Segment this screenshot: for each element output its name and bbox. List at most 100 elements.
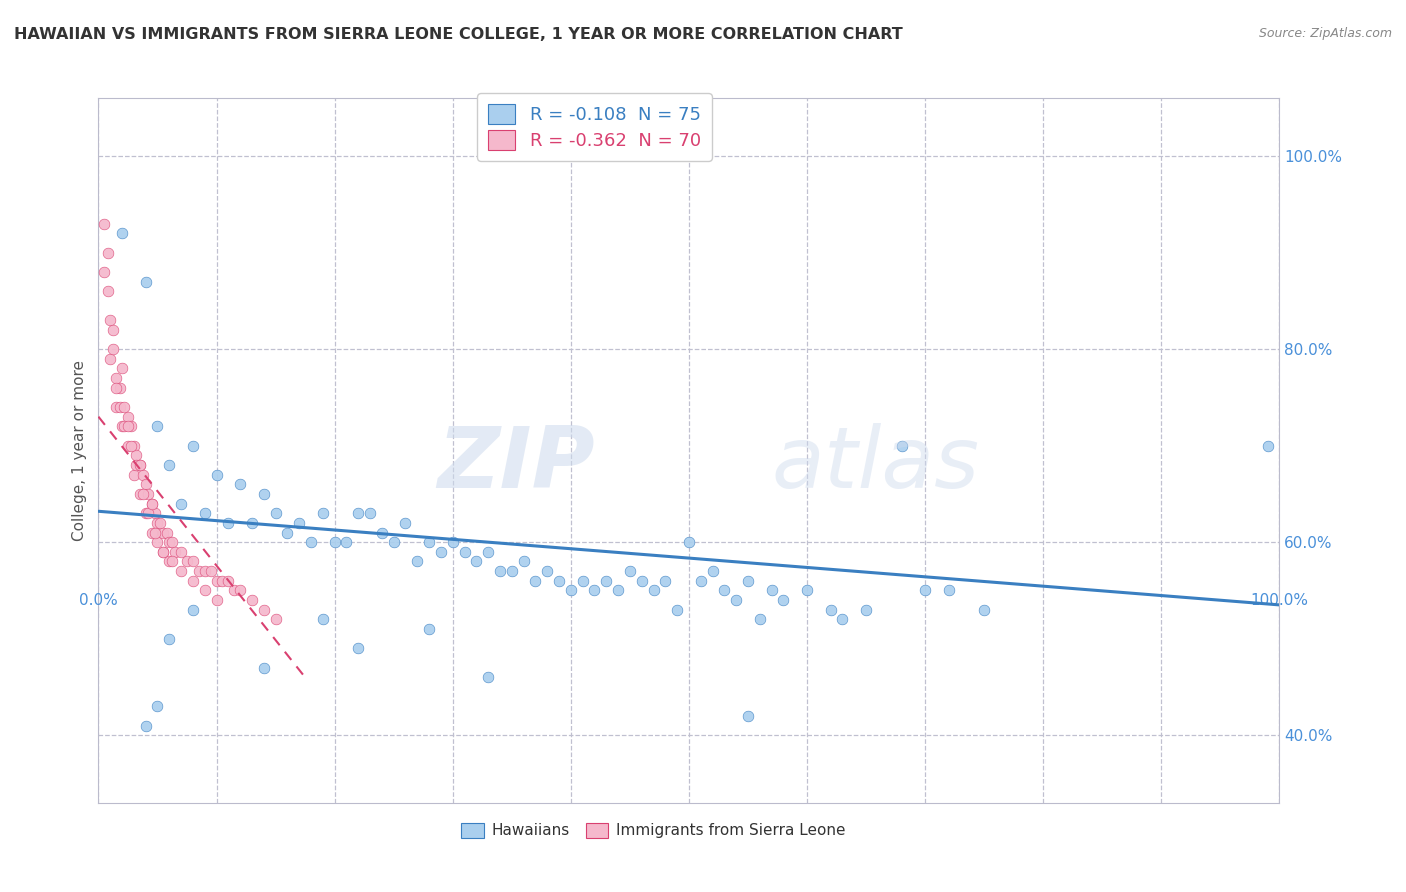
- Point: [666, 603, 689, 617]
- Point: [406, 554, 429, 568]
- Point: [157, 632, 180, 646]
- Point: [146, 419, 169, 434]
- Point: [796, 583, 818, 598]
- Point: [347, 506, 370, 520]
- Point: [181, 439, 204, 453]
- Point: [347, 641, 370, 656]
- Point: [135, 718, 157, 732]
- Point: [146, 699, 169, 714]
- Point: [128, 458, 150, 472]
- Point: [571, 574, 593, 588]
- Point: [737, 574, 759, 588]
- Point: [477, 670, 499, 684]
- Text: atlas: atlas: [772, 423, 980, 506]
- Text: ZIP: ZIP: [437, 423, 595, 506]
- Point: [136, 487, 159, 501]
- Point: [607, 583, 630, 598]
- Point: [98, 313, 121, 327]
- Point: [465, 554, 488, 568]
- Point: [371, 525, 394, 540]
- Point: [713, 583, 735, 598]
- Point: [501, 564, 523, 578]
- Y-axis label: College, 1 year or more: College, 1 year or more: [72, 360, 87, 541]
- Point: [105, 381, 128, 395]
- Point: [761, 583, 783, 598]
- Point: [973, 603, 995, 617]
- Point: [748, 612, 770, 626]
- Point: [630, 574, 652, 588]
- Point: [224, 583, 246, 598]
- Legend: Hawaiians, Immigrants from Sierra Leone: Hawaiians, Immigrants from Sierra Leone: [456, 817, 852, 845]
- Point: [93, 265, 115, 279]
- Point: [141, 497, 163, 511]
- Point: [146, 516, 169, 530]
- Point: [217, 574, 239, 588]
- Point: [152, 545, 174, 559]
- Point: [141, 525, 163, 540]
- Point: [141, 497, 163, 511]
- Point: [101, 342, 124, 356]
- Point: [560, 583, 582, 598]
- Point: [394, 516, 416, 530]
- Point: [418, 535, 440, 549]
- Point: [125, 458, 148, 472]
- Point: [121, 419, 143, 434]
- Point: [299, 535, 322, 549]
- Point: [194, 564, 217, 578]
- Point: [105, 371, 128, 385]
- Point: [253, 487, 276, 501]
- Point: [181, 603, 204, 617]
- Point: [312, 506, 335, 520]
- Point: [122, 467, 145, 482]
- Point: [654, 574, 676, 588]
- Point: [157, 554, 180, 568]
- Point: [157, 535, 180, 549]
- Point: [135, 506, 157, 520]
- Point: [135, 275, 157, 289]
- Point: [160, 535, 183, 549]
- Point: [382, 535, 405, 549]
- Point: [122, 439, 145, 453]
- Point: [187, 564, 209, 578]
- Point: [143, 525, 166, 540]
- Point: [181, 554, 204, 568]
- Point: [772, 593, 794, 607]
- Point: [181, 574, 204, 588]
- Point: [831, 612, 853, 626]
- Point: [136, 506, 159, 520]
- Text: HAWAIIAN VS IMMIGRANTS FROM SIERRA LEONE COLLEGE, 1 YEAR OR MORE CORRELATION CHA: HAWAIIAN VS IMMIGRANTS FROM SIERRA LEONE…: [14, 27, 903, 42]
- Point: [595, 574, 617, 588]
- Point: [240, 516, 263, 530]
- Point: [111, 361, 134, 376]
- Point: [156, 525, 179, 540]
- Point: [125, 448, 148, 462]
- Point: [128, 487, 150, 501]
- Point: [117, 419, 139, 434]
- Point: [97, 284, 120, 298]
- Point: [211, 574, 233, 588]
- Point: [264, 612, 287, 626]
- Point: [276, 525, 298, 540]
- Point: [253, 603, 276, 617]
- Point: [194, 506, 217, 520]
- Point: [453, 545, 475, 559]
- Point: [205, 593, 228, 607]
- Point: [288, 516, 311, 530]
- Point: [112, 419, 135, 434]
- Point: [323, 535, 346, 549]
- Point: [890, 439, 912, 453]
- Point: [619, 564, 641, 578]
- Point: [335, 535, 357, 549]
- Point: [583, 583, 606, 598]
- Point: [165, 545, 187, 559]
- Point: [108, 400, 131, 414]
- Point: [132, 487, 155, 501]
- Point: [430, 545, 453, 559]
- Point: [725, 593, 748, 607]
- Point: [170, 545, 193, 559]
- Point: [477, 545, 499, 559]
- Point: [170, 497, 193, 511]
- Point: [253, 660, 276, 674]
- Point: [93, 217, 115, 231]
- Point: [117, 409, 139, 424]
